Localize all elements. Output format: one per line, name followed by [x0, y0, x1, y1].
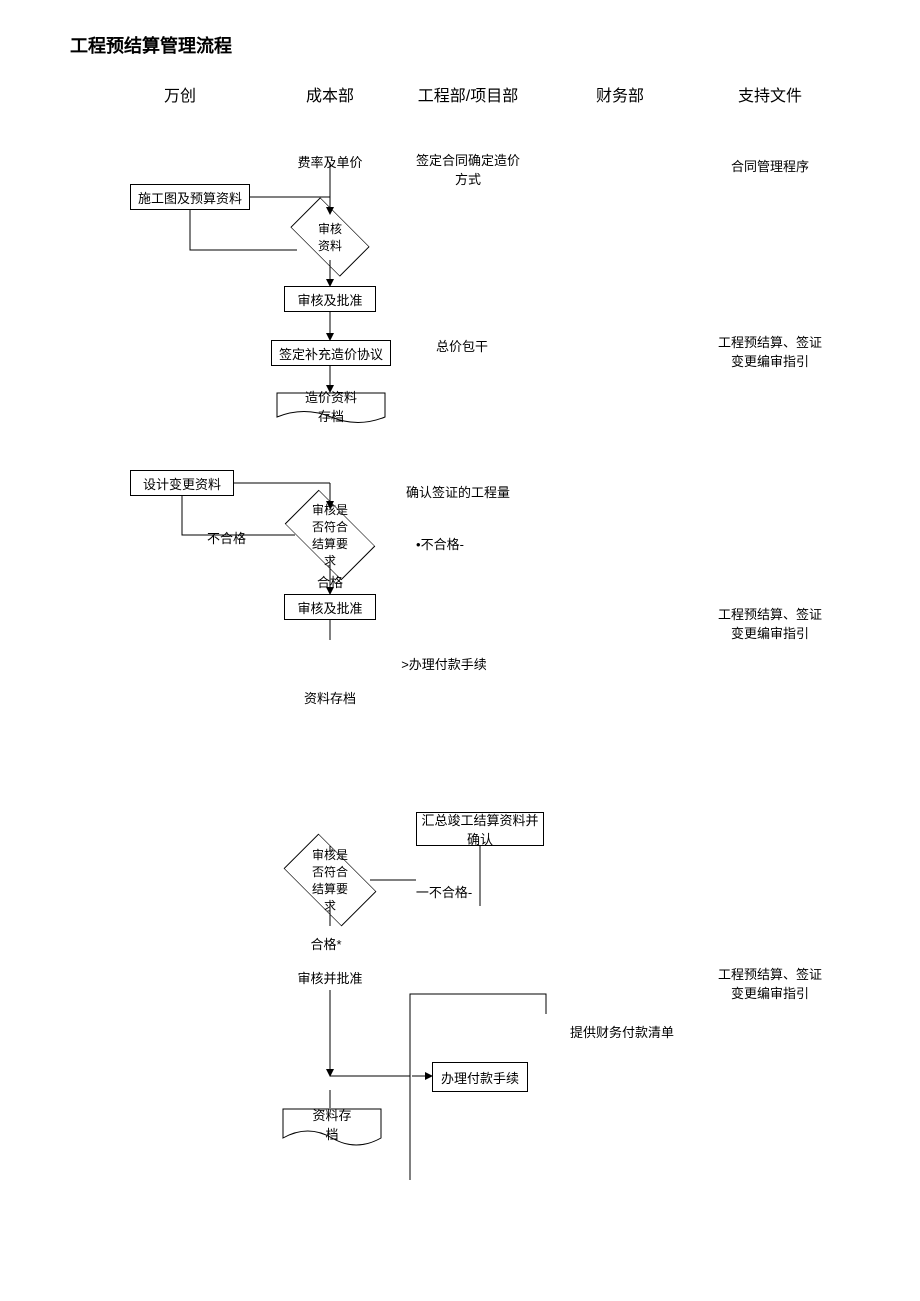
- text-15: 提供财务付款清单: [570, 1022, 674, 1041]
- node-compile-confirm: 汇总竣工结算资料并 确认: [416, 812, 544, 846]
- text-7: 合格: [317, 572, 343, 591]
- col-header-1: 成本部: [306, 82, 354, 106]
- text-0: 费率及单价: [297, 152, 362, 171]
- text-5: 确认签证的工程量: [406, 482, 510, 501]
- text-10: 资料存档: [304, 688, 356, 707]
- doc-archive-1-label: 造价资料存档: [304, 387, 359, 425]
- text-12: 合格*: [310, 934, 341, 953]
- page-title: 工程预结算管理流程: [70, 32, 232, 58]
- text-13: 审核并批准: [297, 968, 362, 987]
- text-8: 工程预结算、签证 变更编审指引: [718, 604, 822, 642]
- node-construction-materials: 施工图及预算资料: [130, 184, 250, 210]
- col-header-2: 工程部/项目部: [418, 82, 518, 106]
- decision-label-3: 审核是否符合 结算要求: [310, 846, 351, 914]
- node-sign-agreement: 签定补充造价协议: [271, 340, 391, 366]
- node-payment-procedure: 办理付款手续: [432, 1062, 528, 1092]
- decision-review-materials: 审核资料: [295, 202, 365, 272]
- node-review-approve-1: 审核及批准: [284, 286, 376, 312]
- text-2: 合同管理程序: [731, 156, 809, 175]
- text-11: 一不合格-: [416, 882, 472, 901]
- text-1: 签定合同确定造价 方式: [416, 150, 520, 188]
- doc-archive-2: 资料存档: [282, 1108, 382, 1148]
- text-6: •不合格-: [416, 534, 464, 553]
- text-9: >办理付款手续: [401, 654, 487, 673]
- decision-settlement-1: 审核是否符合 结算要求: [290, 495, 370, 575]
- node-review-approve-2: 审核及批准: [284, 594, 376, 620]
- doc-archive-2-label: 资料存档: [307, 1105, 357, 1143]
- doc-archive-1: 造价资料存档: [276, 392, 386, 426]
- node-design-change-materials: 设计变更资料: [130, 470, 234, 496]
- decision-label-1: 审核资料: [313, 220, 348, 254]
- text-14: 工程预结算、签证 变更编审指引: [718, 964, 822, 1002]
- col-header-4: 支持文件: [738, 82, 802, 106]
- text-left-0: 不合格: [207, 528, 246, 547]
- decision-label-2: 审核是否符合 结算要求: [310, 501, 350, 569]
- decision-settlement-2: 审核是否符合 结算要求: [289, 839, 371, 921]
- text-3: 总价包干: [436, 336, 488, 355]
- text-4: 工程预结算、签证 变更编审指引: [718, 332, 822, 370]
- col-header-0: 万创: [164, 82, 196, 106]
- col-header-3: 财务部: [596, 82, 644, 106]
